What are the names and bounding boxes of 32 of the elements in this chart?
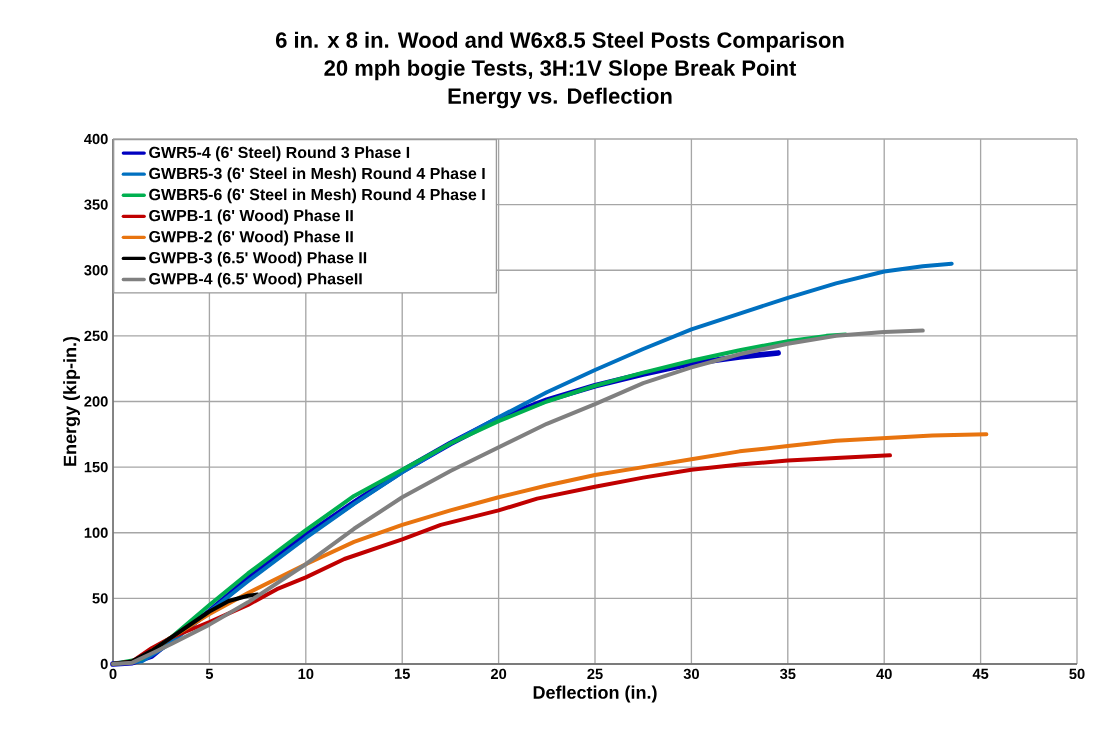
y-tick-label: 200	[84, 396, 108, 407]
legend-label: GWPB-4 (6.5' Wood) PhaseII	[149, 272, 362, 288]
y-tick-label: 300	[84, 265, 108, 276]
y-axis-title: Energy (kip-in.)	[63, 336, 80, 466]
x-tick-label: 50	[1069, 668, 1085, 680]
x-tick-label: 30	[683, 668, 699, 680]
y-tick-label: 100	[84, 527, 108, 538]
x-tick-label: 5	[205, 668, 214, 679]
x-tick-label: 0	[109, 668, 117, 680]
y-tick-label: 350	[84, 199, 108, 210]
y-tick-label: 0	[100, 658, 108, 670]
text: Energy vs. Deflection	[448, 87, 672, 109]
x-tick-label: 25	[587, 668, 603, 680]
legend-label: GWPB-3 (6.5' Wood) Phase II	[149, 251, 367, 267]
y-tick-label: 150	[84, 461, 108, 473]
legend-label: GWBR5-6 (6' Steel in Mesh) Round 4 Phase I	[149, 188, 485, 204]
y-tick-label: 250	[84, 330, 108, 342]
chart-subtitle: 20 mph bogie Tests, 3H:1V Slope Break Point	[324, 59, 797, 81]
x-axis-title: Deflection (in.)	[533, 685, 657, 703]
x-tick-label: 20	[490, 668, 507, 680]
legend-label: GWBR5-3 (6' Steel in Mesh) Round 4 Phase I	[149, 167, 485, 183]
x-tick-label: 15	[394, 668, 410, 679]
y-tick-label: 400	[84, 133, 108, 145]
x-tick-label: 10	[298, 668, 314, 680]
y-tick-label: 50	[92, 593, 108, 604]
legend-label: GWPB-1 (6' Wood) Phase II	[149, 209, 353, 225]
x-tick-label: 40	[876, 668, 892, 680]
chart-title: 6 in. x 8 in. Wood and W6x8.5 Steel Posts Comparison	[275, 31, 844, 53]
legend-label: GWR5-4 (6' Steel) Round 3 Phase I	[149, 146, 410, 162]
legend-label: GWPB-2 (6' Wood) Phase II	[149, 230, 353, 246]
x-tick-label: 45	[972, 668, 989, 679]
x-tick-label: 35	[779, 668, 796, 680]
